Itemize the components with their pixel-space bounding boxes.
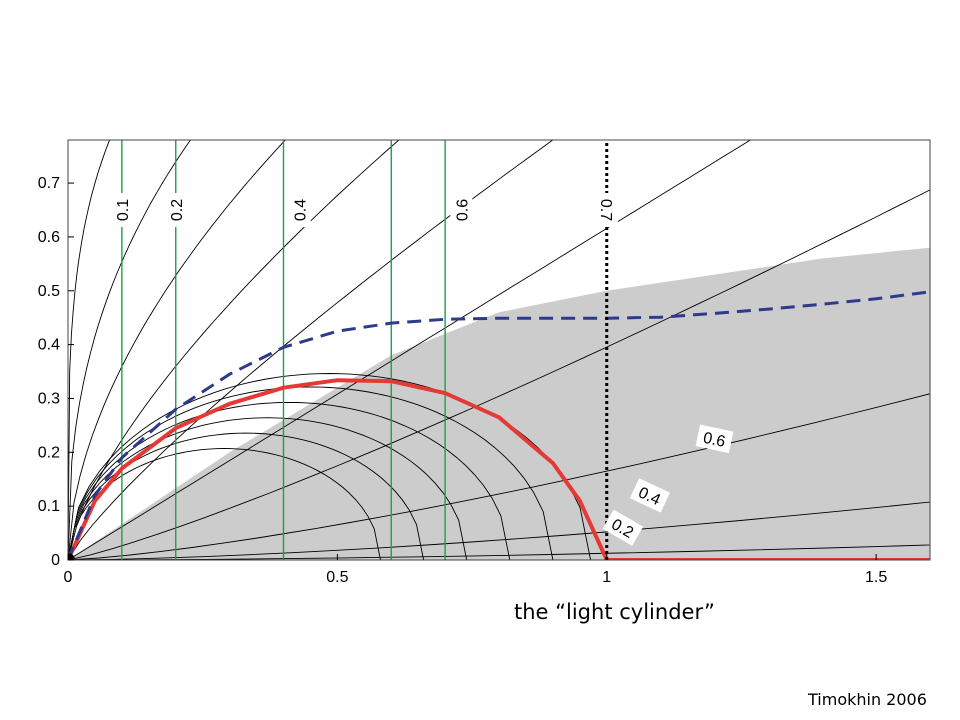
contour-label-bg [450,193,473,227]
contour-labels-layer: 0.1 0.2 0.4 0.6 0.70.60.40.2 [110,193,734,546]
closed-field-line [68,448,381,560]
y-tick-label: 0.5 [38,283,60,300]
contour-label-group: 0.6 [695,424,734,454]
light-cylinder-annotation: the “light cylinder” [514,600,715,624]
closed-field-line [68,401,511,560]
contour-label-group: 0.2 [602,509,644,546]
open-field-line [68,140,554,560]
credit-text: Timokhin 2006 [808,690,927,709]
axes-layer: 0 0.5 1 1.5 0 0.1 0.2 0.3 0.4 0.5 0.6 0.7 [38,175,888,586]
contour-label-group: 0.1 [110,193,133,227]
series-line-1 [68,290,930,560]
origin-marker [68,553,75,560]
open-field-line [68,501,930,560]
contour-label-group: 0.7 [595,193,618,227]
contour-label: 0.7 [597,199,614,221]
closed-field-line [68,417,468,560]
x-tick-label: 0 [64,569,73,586]
contour-label: 0.6 [454,199,471,221]
plot-frame [67,139,931,561]
y-tick-label: 0.6 [38,229,60,246]
open-field-line [68,140,192,560]
x-tick-label: 1 [602,569,611,586]
open-field-line [68,140,752,560]
y-tick-label: 0.2 [38,444,60,461]
contour-label: 0.2 [169,199,186,221]
open-field-line [68,140,286,560]
open-field-line [68,544,930,560]
contour-label-bg [602,509,644,546]
y-tick-label: 0.7 [38,175,60,192]
x-tick-label: 1.5 [865,569,887,586]
x-tick-label: 0.5 [326,569,348,586]
contour-label: 0.4 [293,199,310,221]
contour-label-bg [595,193,618,227]
y-tick-label: 0 [51,552,60,569]
contour-label-bg [164,193,187,227]
series-line-0 [68,378,930,560]
open-field-line [68,140,111,560]
contour-label-bg [629,478,670,513]
contour-label: 0.6 [702,430,727,451]
contour-label-bg [695,424,734,454]
open-field-line [68,393,930,560]
contour-label-group: 0.2 [164,193,187,227]
contour-label-bg [110,193,133,227]
y-tick-label: 0.4 [38,337,60,354]
contour-label: 0.1 [115,199,132,221]
closed-field-line [68,386,554,560]
field-lines-layer [68,140,930,560]
contour-label-bg [288,193,311,227]
open-field-line [68,189,930,560]
y-tick-label: 0.1 [38,498,60,515]
contour-label-group: 0.6 [450,193,473,227]
y-tick-label: 0.3 [38,390,60,407]
contour-label-group: 0.4 [288,193,311,227]
